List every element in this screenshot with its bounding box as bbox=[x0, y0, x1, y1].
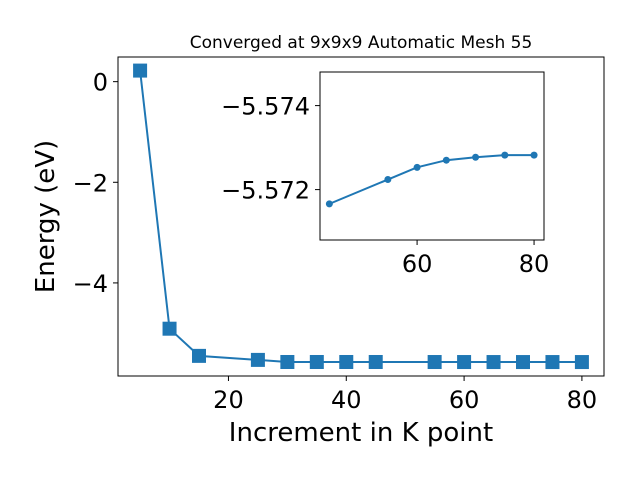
data-marker bbox=[133, 63, 148, 78]
data-marker bbox=[472, 153, 480, 161]
data-marker bbox=[325, 200, 333, 208]
y-axis-label: Energy (eV) bbox=[31, 140, 61, 293]
data-marker bbox=[192, 348, 206, 363]
y-tick-label: 0 bbox=[93, 69, 108, 97]
x-tick-label: 80 bbox=[519, 250, 550, 278]
x-tick-label: 60 bbox=[402, 250, 433, 278]
data-marker bbox=[309, 354, 324, 369]
x-axis-label: Increment in K point bbox=[229, 418, 493, 448]
x-tick-label: 40 bbox=[331, 386, 362, 414]
chart-title: Converged at 9x9x9 Automatic Mesh 55 bbox=[190, 33, 533, 53]
x-tick-label: 60 bbox=[449, 386, 480, 414]
data-marker bbox=[545, 355, 560, 370]
y-tick-label: −2 bbox=[73, 169, 108, 197]
x-tick-label: 80 bbox=[567, 386, 598, 414]
data-marker bbox=[442, 156, 450, 164]
y-tick-label: −5.572 bbox=[221, 177, 310, 205]
data-marker bbox=[339, 354, 354, 369]
data-marker bbox=[486, 355, 501, 370]
data-marker bbox=[368, 354, 383, 369]
y-tick-label: −4 bbox=[73, 270, 108, 298]
data-marker bbox=[162, 321, 177, 336]
data-marker bbox=[280, 354, 295, 369]
data-marker bbox=[427, 355, 442, 370]
data-marker bbox=[413, 163, 421, 171]
data-marker bbox=[501, 151, 509, 159]
data-marker bbox=[384, 176, 392, 184]
data-marker bbox=[250, 352, 265, 367]
y-tick-label: −5.574 bbox=[221, 93, 310, 121]
data-marker bbox=[574, 355, 589, 370]
data-marker bbox=[530, 151, 538, 159]
data-marker bbox=[516, 355, 530, 370]
data-marker bbox=[457, 355, 472, 370]
x-tick-label: 20 bbox=[213, 386, 244, 414]
